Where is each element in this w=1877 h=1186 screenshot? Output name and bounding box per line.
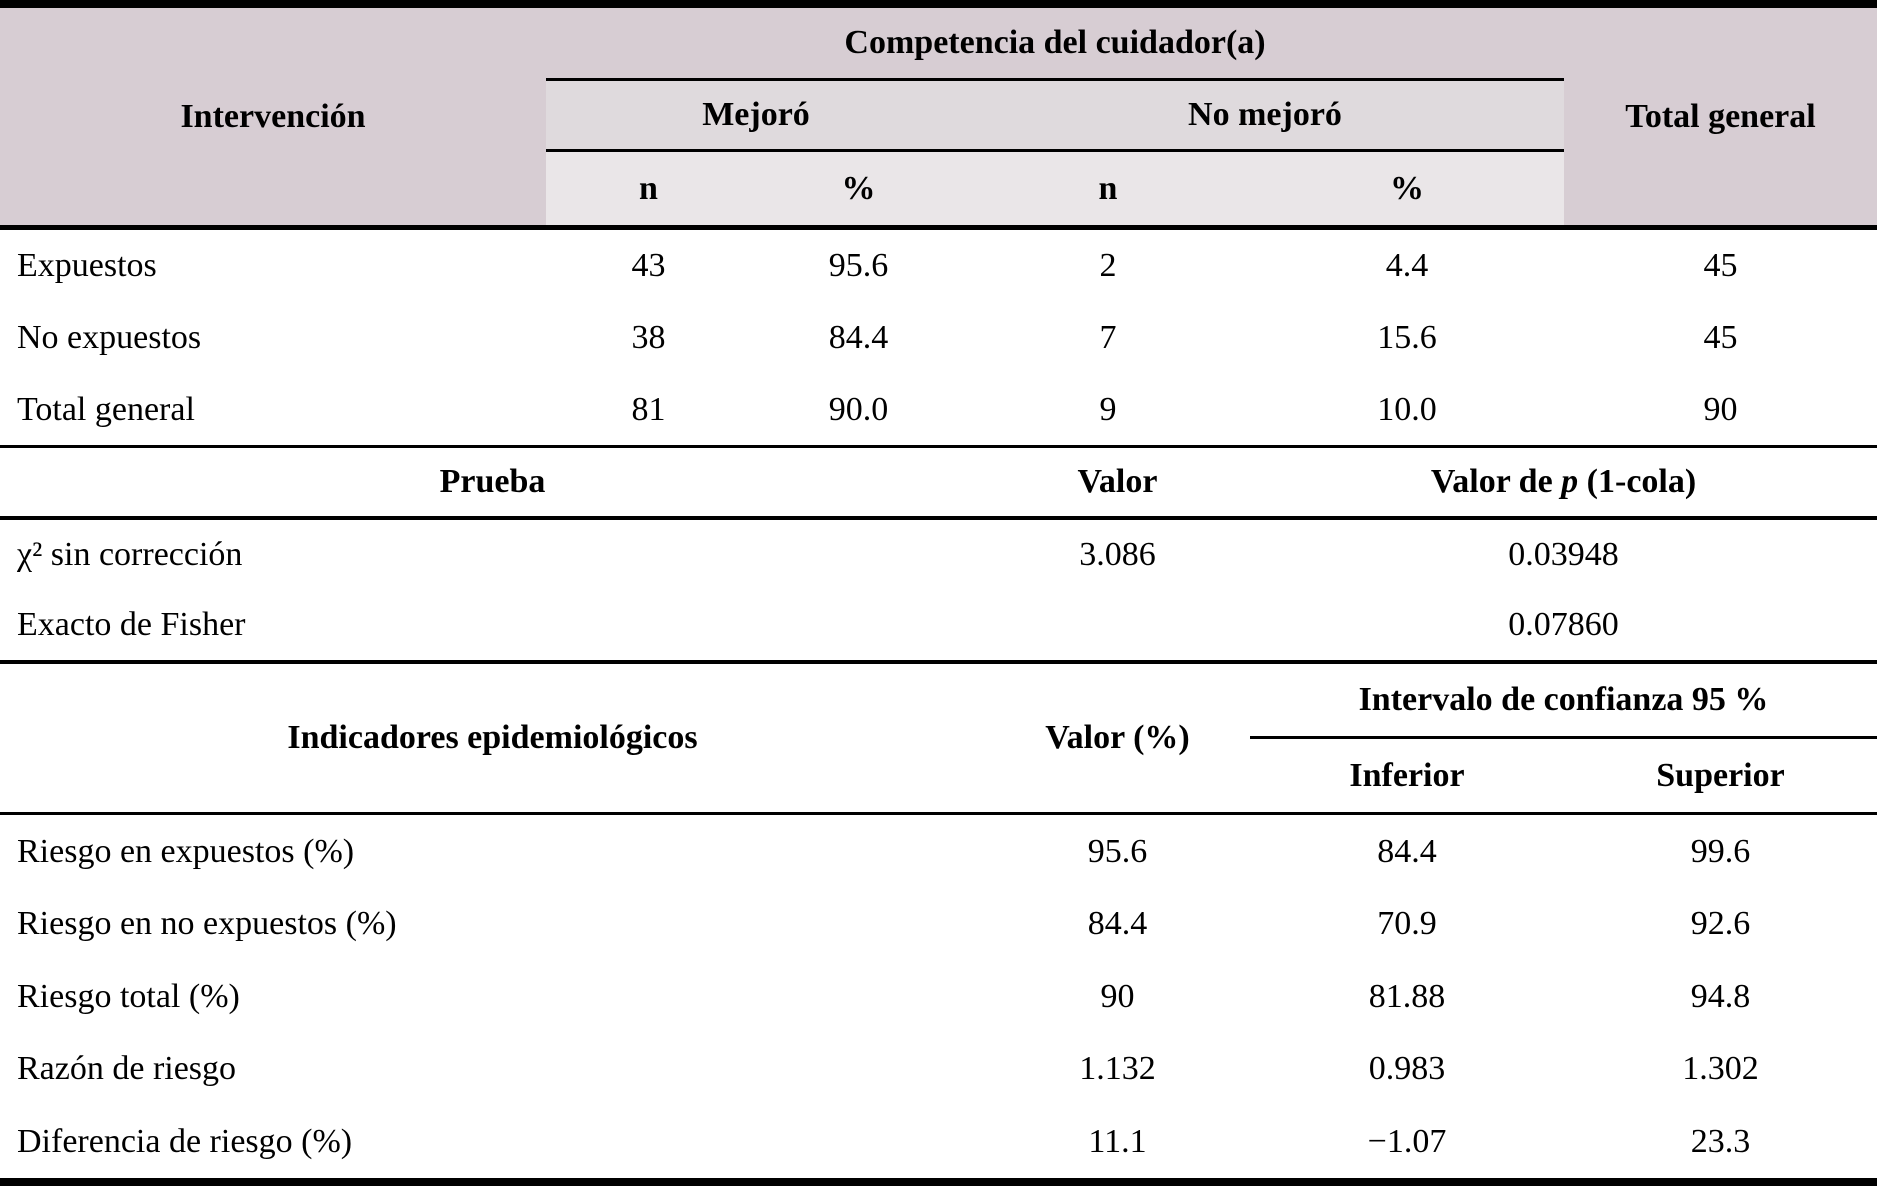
cell-ci-superior: 99.6 <box>1690 832 1751 870</box>
cell-total: 90 <box>1703 390 1738 428</box>
cell-total: 45 <box>1703 247 1738 284</box>
ci-bounds-subheader-row: Inferior Superior <box>1250 739 1877 812</box>
divider <box>1250 736 1877 739</box>
section-divider <box>0 660 1877 664</box>
top-border <box>0 0 1877 8</box>
cell-no-mejoro-pct: 10.0 <box>1377 390 1437 428</box>
tests-table-body: χ² sin corrección 3.086 0.03948 Exacto d… <box>0 520 1877 660</box>
tests-table-header: Prueba Valor Valor de p (1-cola) <box>0 448 1877 516</box>
p-value-header-text: Valor de p (1-cola) <box>1430 463 1697 500</box>
superior-header: Superior <box>1656 756 1785 794</box>
contingency-table-header: Intervención Competencia del cuidador(a)… <box>0 8 1877 225</box>
cell-valor: 11.1 <box>1088 1122 1147 1160</box>
row-label: χ² sin corrección <box>17 536 243 573</box>
contingency-table-body: Expuestos 43 95.6 2 4.4 45 No expuestos … <box>0 230 1877 445</box>
confidence-interval-header: Intervalo de confianza 95 % <box>1358 681 1769 718</box>
inferior-header: Inferior <box>1349 756 1465 794</box>
competencia-header-group: Competencia del cuidador(a) Mejoró No me… <box>546 8 1564 225</box>
cell-ci-superior: 23.3 <box>1690 1122 1751 1160</box>
cell-valor: 84.4 <box>1087 905 1148 942</box>
cell-no-mejoro-pct: 4.4 <box>1385 247 1429 284</box>
cell-ci-inferior: 84.4 <box>1377 832 1437 870</box>
indicadores-header: Indicadores epidemiológicos <box>287 719 698 756</box>
cell-ci-inferior: 70.9 <box>1377 905 1437 942</box>
indicators-table-header: Indicadores epidemiológicos Valor (%) In… <box>0 664 1877 812</box>
cell-valor: 90 <box>1100 977 1135 1015</box>
p-value-header: Valor de p (1-cola) <box>1250 448 1877 516</box>
bottom-border <box>0 1178 1877 1186</box>
n-column-header-no-mejoro: n <box>1098 169 1118 207</box>
prueba-header: Prueba <box>439 463 546 500</box>
cell-ci-superior: 94.8 <box>1690 977 1751 1015</box>
section-divider <box>0 445 1877 448</box>
outcome-group-row: Mejoró No mejoró <box>546 81 1564 149</box>
valor-pct-header: Valor (%) <box>1045 719 1190 756</box>
cell-mejoro-pct: 90.0 <box>828 390 889 428</box>
total-general-header: Total general <box>1564 8 1877 225</box>
valor-header: Valor <box>1077 463 1158 500</box>
cell-valor: 95.6 <box>1087 832 1148 870</box>
cell-no-mejoro-n: 9 <box>1099 390 1117 428</box>
divider <box>546 78 1564 81</box>
row-label: Exacto de Fisher <box>17 606 246 643</box>
cell-ci-inferior: −1.07 <box>1367 1122 1447 1160</box>
cell-valor <box>985 590 1250 660</box>
row-label: Riesgo total (%) <box>17 977 240 1015</box>
cell-ci-superior: 92.6 <box>1690 905 1751 942</box>
row-label: Diferencia de riesgo (%) <box>17 1122 353 1160</box>
row-label: Expuestos <box>17 247 157 284</box>
cell-mejoro-pct: 95.6 <box>828 247 889 284</box>
cell-valor: 3.086 <box>1079 536 1156 573</box>
row-label: Riesgo en no expuestos (%) <box>17 905 397 942</box>
cell-ci-inferior: 81.88 <box>1368 977 1446 1015</box>
cell-p-value: 0.07860 <box>1508 606 1619 643</box>
cell-no-mejoro-pct: 15.6 <box>1377 319 1437 356</box>
cell-p-value: 0.03948 <box>1508 536 1619 573</box>
row-label: Riesgo en expuestos (%) <box>17 832 355 870</box>
mejoro-group-header: Mejoró <box>702 96 810 133</box>
cell-ci-inferior: 0.983 <box>1368 1050 1446 1087</box>
row-label: Razón de riesgo <box>17 1050 237 1087</box>
pct-column-header-no-mejoro: % <box>1390 169 1424 207</box>
intervencion-header: Intervención <box>0 8 546 225</box>
competencia-span-header: Competencia del cuidador(a) <box>546 8 1564 78</box>
cell-no-mejoro-n: 7 <box>1099 319 1117 356</box>
cell-no-mejoro-n: 2 <box>1099 247 1117 284</box>
cell-mejoro-n: 43 <box>631 247 666 284</box>
n-column-header-mejoro: n <box>639 169 658 207</box>
divider <box>0 516 1877 520</box>
no-mejoro-group-header: No mejoró <box>1188 96 1342 133</box>
cell-valor: 1.132 <box>1079 1050 1156 1087</box>
divider <box>0 812 1877 815</box>
pct-column-header-mejoro: % <box>841 169 876 207</box>
cell-mejoro-pct: 84.4 <box>828 319 889 356</box>
row-label: Total general <box>17 390 195 428</box>
cell-mejoro-n: 38 <box>631 319 666 356</box>
cell-total: 45 <box>1703 319 1738 356</box>
divider <box>546 149 1564 152</box>
cell-ci-superior: 1.302 <box>1682 1050 1759 1087</box>
confidence-interval-header-group: Intervalo de confianza 95 % Inferior Sup… <box>1250 664 1877 812</box>
n-pct-subheader-row: n % n % <box>546 152 1564 225</box>
header-body-divider <box>0 225 1877 230</box>
indicators-table-body: Riesgo en expuestos (%) 95.6 84.4 99.6 R… <box>0 815 1877 1178</box>
row-label: No expuestos <box>17 319 202 356</box>
cell-mejoro-n: 81 <box>631 390 666 428</box>
